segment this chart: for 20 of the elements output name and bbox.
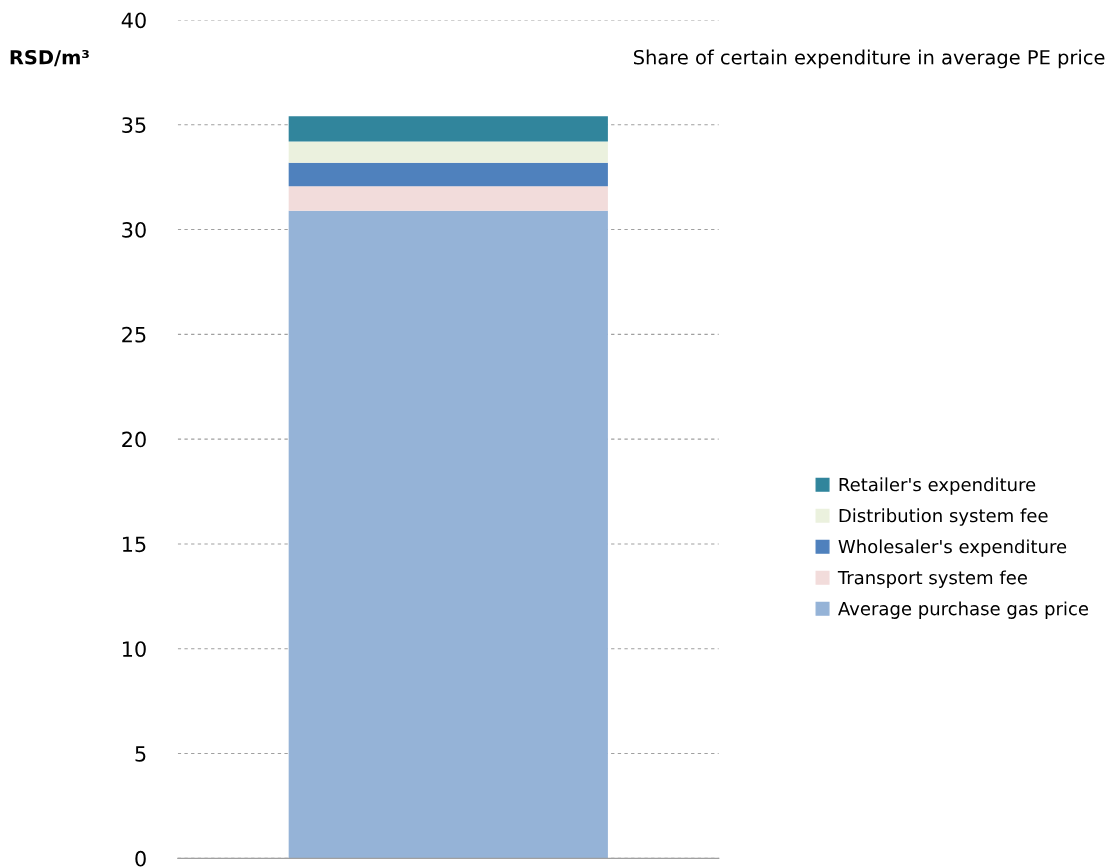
legend-label: Wholesaler's expenditure: [838, 539, 1067, 557]
y-tick-label: 30: [122, 221, 146, 238]
legend-label: Distribution system fee: [839, 508, 1048, 526]
y-tick-label: 20: [122, 431, 146, 448]
bar: [288, 116, 608, 142]
y-tick-label: 5: [135, 746, 146, 762]
y-axis-title: RSD/m³: [10, 49, 89, 67]
y-tick-label: 40: [121, 12, 146, 29]
bar: [288, 186, 608, 211]
y-tick-label: 25: [122, 326, 146, 343]
legend-label: Average purchase gas price: [838, 601, 1089, 619]
text: Share of certain expenditure in average PE price: [634, 49, 1105, 69]
y-tick-label: 10: [122, 641, 146, 657]
bar: [288, 141, 608, 163]
y-tick-label: 0: [135, 850, 146, 867]
legend-label: Transport system fee: [837, 570, 1027, 588]
y-tick-label: 15: [122, 536, 146, 553]
y-tick-label: 35: [122, 117, 146, 133]
bar: [288, 162, 608, 187]
legend-label: Retailer's expenditure: [839, 477, 1036, 495]
